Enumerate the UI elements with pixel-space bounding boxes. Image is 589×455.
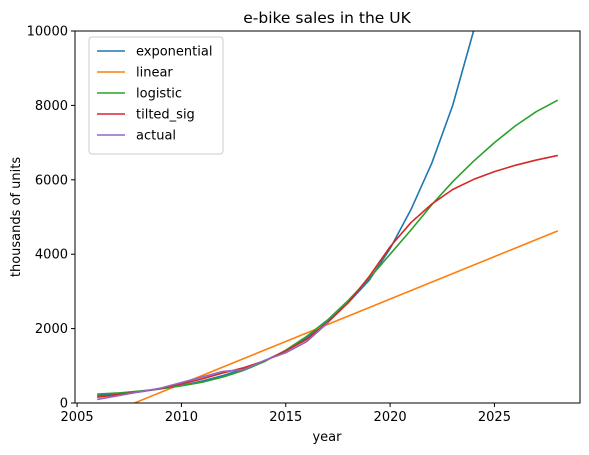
y-tick-label: 6000 xyxy=(35,173,68,188)
legend-label-linear: linear xyxy=(136,66,173,81)
y-tick-label: 10000 xyxy=(27,25,68,40)
legend: exponential linear logistic tilted_sigactua… xyxy=(89,37,223,154)
x-tick-label: 2015 xyxy=(269,410,302,425)
y-axis: 0 2000 4000 6000 8000 10000 xyxy=(27,25,75,412)
y-tick-label: 4000 xyxy=(35,248,68,263)
x-tick-label: 2005 xyxy=(61,410,94,425)
x-tick-label: 2020 xyxy=(374,410,407,425)
series-line-tilted_sig xyxy=(98,156,557,397)
chart-title: e-bike sales in the UK xyxy=(243,9,411,27)
series-line-actual xyxy=(98,323,328,399)
legend-label-exponential: exponential xyxy=(136,45,212,60)
y-axis-label: thousands of units xyxy=(9,157,24,278)
series-line-linear xyxy=(98,231,557,418)
x-axis: 2005 2010 2015 2020 2025 xyxy=(61,403,511,425)
y-tick-label: 2000 xyxy=(35,322,68,337)
legend-label-tilted_sig: tilted_sig xyxy=(136,108,195,123)
legend-label-logistic: logistic xyxy=(136,87,182,102)
x-tick-label: 2010 xyxy=(165,410,198,425)
legend-label-actual: actual xyxy=(136,129,176,144)
x-tick-label: 2025 xyxy=(478,410,511,425)
x-axis-label: year xyxy=(312,430,342,445)
y-tick-label: 0 xyxy=(60,397,68,412)
y-tick-label: 8000 xyxy=(35,99,68,114)
